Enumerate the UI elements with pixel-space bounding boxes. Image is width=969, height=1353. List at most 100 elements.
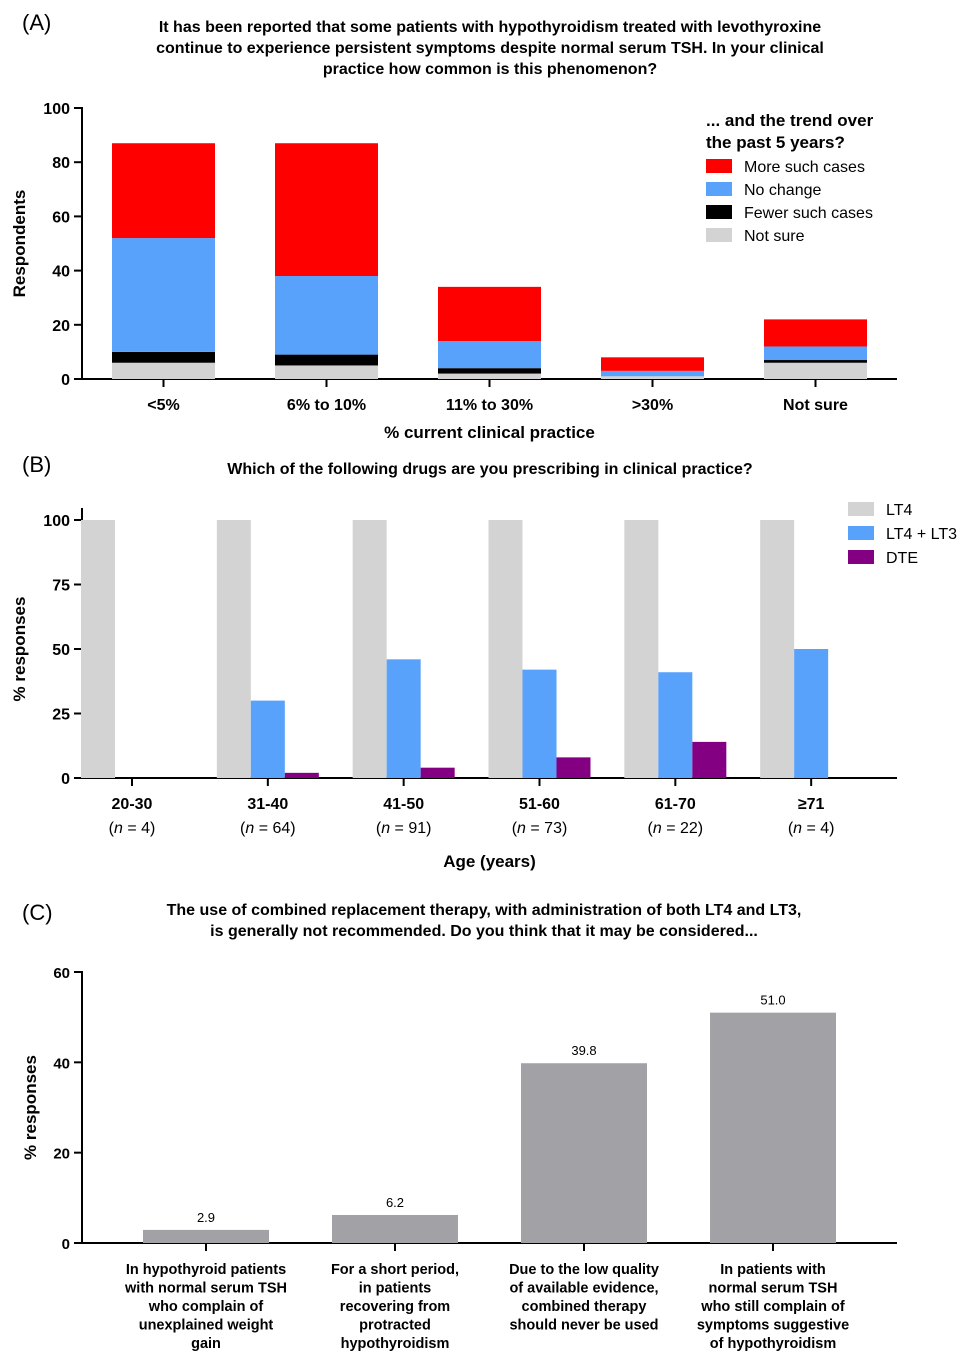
bar-segment-a — [275, 354, 378, 366]
bar-b — [488, 520, 523, 778]
x-tick-label-b: 31-40 — [247, 796, 288, 813]
n-symbol: n — [517, 820, 526, 837]
x-tick-label-b: ≥71 — [798, 796, 825, 813]
n-symbol: n — [653, 820, 662, 837]
bar-segment-a — [438, 341, 541, 369]
x-tick-label-c-line: symptoms suggestive — [697, 1318, 849, 1334]
category-n-label-b: (n = 91) — [376, 820, 432, 837]
y-axis-label-a: Respondents — [10, 190, 29, 298]
legend-label-b: DTE — [886, 550, 918, 567]
bar-segment-a — [601, 370, 704, 377]
x-tick-label-c-line: should never be used — [509, 1318, 658, 1334]
legend-label-b: LT4 — [886, 502, 912, 519]
bar-segment-a — [275, 276, 378, 355]
y-tick-label-c: 60 — [53, 965, 70, 982]
legend-title-a: the past 5 years? — [706, 133, 845, 152]
n-symbol: n — [793, 820, 802, 837]
bar-b — [794, 649, 829, 778]
n-value: = 91) — [390, 820, 431, 837]
bar-segment-a — [112, 143, 215, 239]
y-tick-label-a: 0 — [61, 372, 70, 389]
y-axis-label-c: % responses — [21, 1055, 40, 1160]
panel-label-a: (A) — [22, 10, 51, 35]
legend-label-a: More such cases — [744, 159, 865, 176]
y-tick-label-a: 40 — [52, 264, 70, 281]
n-open: ( — [788, 820, 794, 837]
y-tick-label-a: 60 — [52, 209, 70, 226]
x-tick-label-a: >30% — [632, 397, 673, 414]
n-open: ( — [648, 820, 654, 837]
legend-label-b: LT4 + LT3 — [886, 526, 957, 543]
category-n-label-b: (n = 22) — [648, 820, 704, 837]
legend-swatch-b — [848, 526, 874, 540]
bar-c — [710, 1012, 836, 1243]
x-tick-label-c-line: For a short period, — [331, 1262, 459, 1278]
x-tick-label-c-line: who complain of — [148, 1299, 264, 1315]
legend-swatch-a — [706, 205, 732, 219]
x-tick-label-b: 61-70 — [655, 796, 696, 813]
data-label-c: 2.9 — [197, 1210, 215, 1225]
panel-label-c: (C) — [22, 900, 53, 925]
bar-b — [692, 741, 727, 778]
n-value: = 73) — [526, 820, 567, 837]
data-label-c: 6.2 — [386, 1195, 404, 1210]
bar-segment-a — [764, 346, 867, 361]
x-tick-label-c-line: Due to the low quality — [509, 1262, 659, 1278]
x-tick-label-c-line: gain — [191, 1336, 221, 1352]
chart-a-title-line: practice how common is this phenomenon? — [323, 61, 657, 78]
bar-segment-a — [112, 238, 215, 352]
category-n-label-b: (n = 4) — [788, 820, 835, 837]
bar-b — [250, 700, 285, 778]
n-value: = 22) — [662, 820, 703, 837]
bar-c — [521, 1063, 647, 1243]
x-axis-label-b: Age (years) — [443, 852, 536, 871]
n-value: = 64) — [254, 820, 295, 837]
legend-swatch-a — [706, 182, 732, 196]
y-tick-label-a: 80 — [52, 155, 70, 172]
x-tick-label-c-line: protracted — [359, 1318, 431, 1334]
y-tick-label-b: 50 — [52, 642, 70, 659]
bar-c — [332, 1214, 458, 1243]
legend-swatch-b — [848, 550, 874, 564]
x-tick-label-c-line: in patients — [359, 1281, 432, 1297]
bar-segment-a — [275, 365, 378, 379]
y-axis-label-b: % responses — [10, 597, 29, 702]
bar-b — [556, 757, 591, 778]
bar-b — [216, 520, 251, 778]
x-tick-label-c-line: In patients with — [720, 1262, 826, 1278]
x-tick-label-c-line: who still complain of — [700, 1299, 845, 1315]
bar-b — [522, 669, 557, 778]
legend-swatch-b — [848, 502, 874, 516]
chart-b-title-line: Which of the following drugs are you pre… — [227, 461, 752, 478]
y-tick-label-c: 0 — [62, 1236, 70, 1253]
n-value: = 4) — [802, 820, 834, 837]
category-n-label-b: (n = 73) — [512, 820, 568, 837]
panel-label-b: (B) — [22, 452, 51, 477]
chart-c-title-line: The use of combined replacement therapy,… — [167, 902, 802, 919]
y-tick-label-b: 100 — [43, 513, 70, 530]
n-symbol: n — [114, 820, 123, 837]
x-tick-label-c-line: of available evidence, — [509, 1281, 658, 1297]
x-tick-label-b: 41-50 — [383, 796, 424, 813]
bar-segment-a — [438, 373, 541, 379]
n-open: ( — [376, 820, 382, 837]
bar-b — [81, 520, 115, 778]
y-tick-label-b: 25 — [52, 707, 70, 724]
legend-label-a: No change — [744, 182, 821, 199]
bar-segment-a — [112, 362, 215, 379]
bar-b — [352, 520, 387, 778]
bar-b — [624, 520, 659, 778]
legend-swatch-a — [706, 159, 732, 173]
legend-label-a: Not sure — [744, 228, 805, 245]
bar-segment-a — [438, 286, 541, 342]
bar-b — [284, 772, 319, 778]
y-tick-label-c: 40 — [53, 1055, 70, 1072]
x-tick-label-a: <5% — [147, 397, 179, 414]
chart-c-title-line: is generally not recommended. Do you thi… — [210, 923, 758, 940]
n-value: = 4) — [123, 820, 155, 837]
n-open: ( — [109, 820, 115, 837]
chart-a-title-line: It has been reported that some patients … — [159, 19, 821, 36]
bar-segment-a — [764, 362, 867, 379]
n-open: ( — [512, 820, 518, 837]
